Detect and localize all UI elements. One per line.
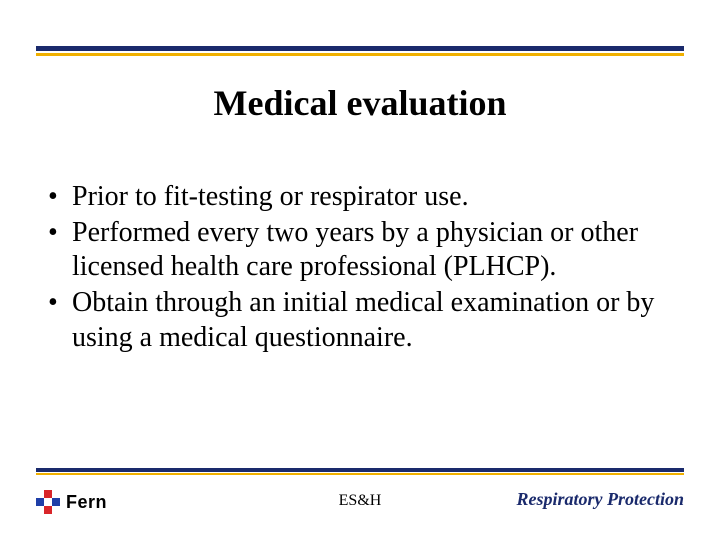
top-rule <box>36 46 684 56</box>
bottom-rule <box>36 468 684 476</box>
footer-right-text: Respiratory Protection <box>517 489 685 510</box>
slide-title: Medical evaluation <box>0 82 720 124</box>
bullet-list: Prior to fit-testing or respirator use. … <box>48 180 676 357</box>
top-rule-navy <box>36 46 684 51</box>
bottom-rule-navy <box>36 468 684 472</box>
bullet-item: Obtain through an initial medical examin… <box>48 286 676 354</box>
bullet-item: Prior to fit-testing or respirator use. <box>48 180 676 214</box>
bottom-rule-gold <box>36 473 684 475</box>
slide: Medical evaluation Prior to fit-testing … <box>0 0 720 540</box>
bullet-item: Performed every two years by a physician… <box>48 216 676 284</box>
top-rule-gold <box>36 53 684 56</box>
footer: Fern ES&H Respiratory Protection <box>36 484 684 520</box>
